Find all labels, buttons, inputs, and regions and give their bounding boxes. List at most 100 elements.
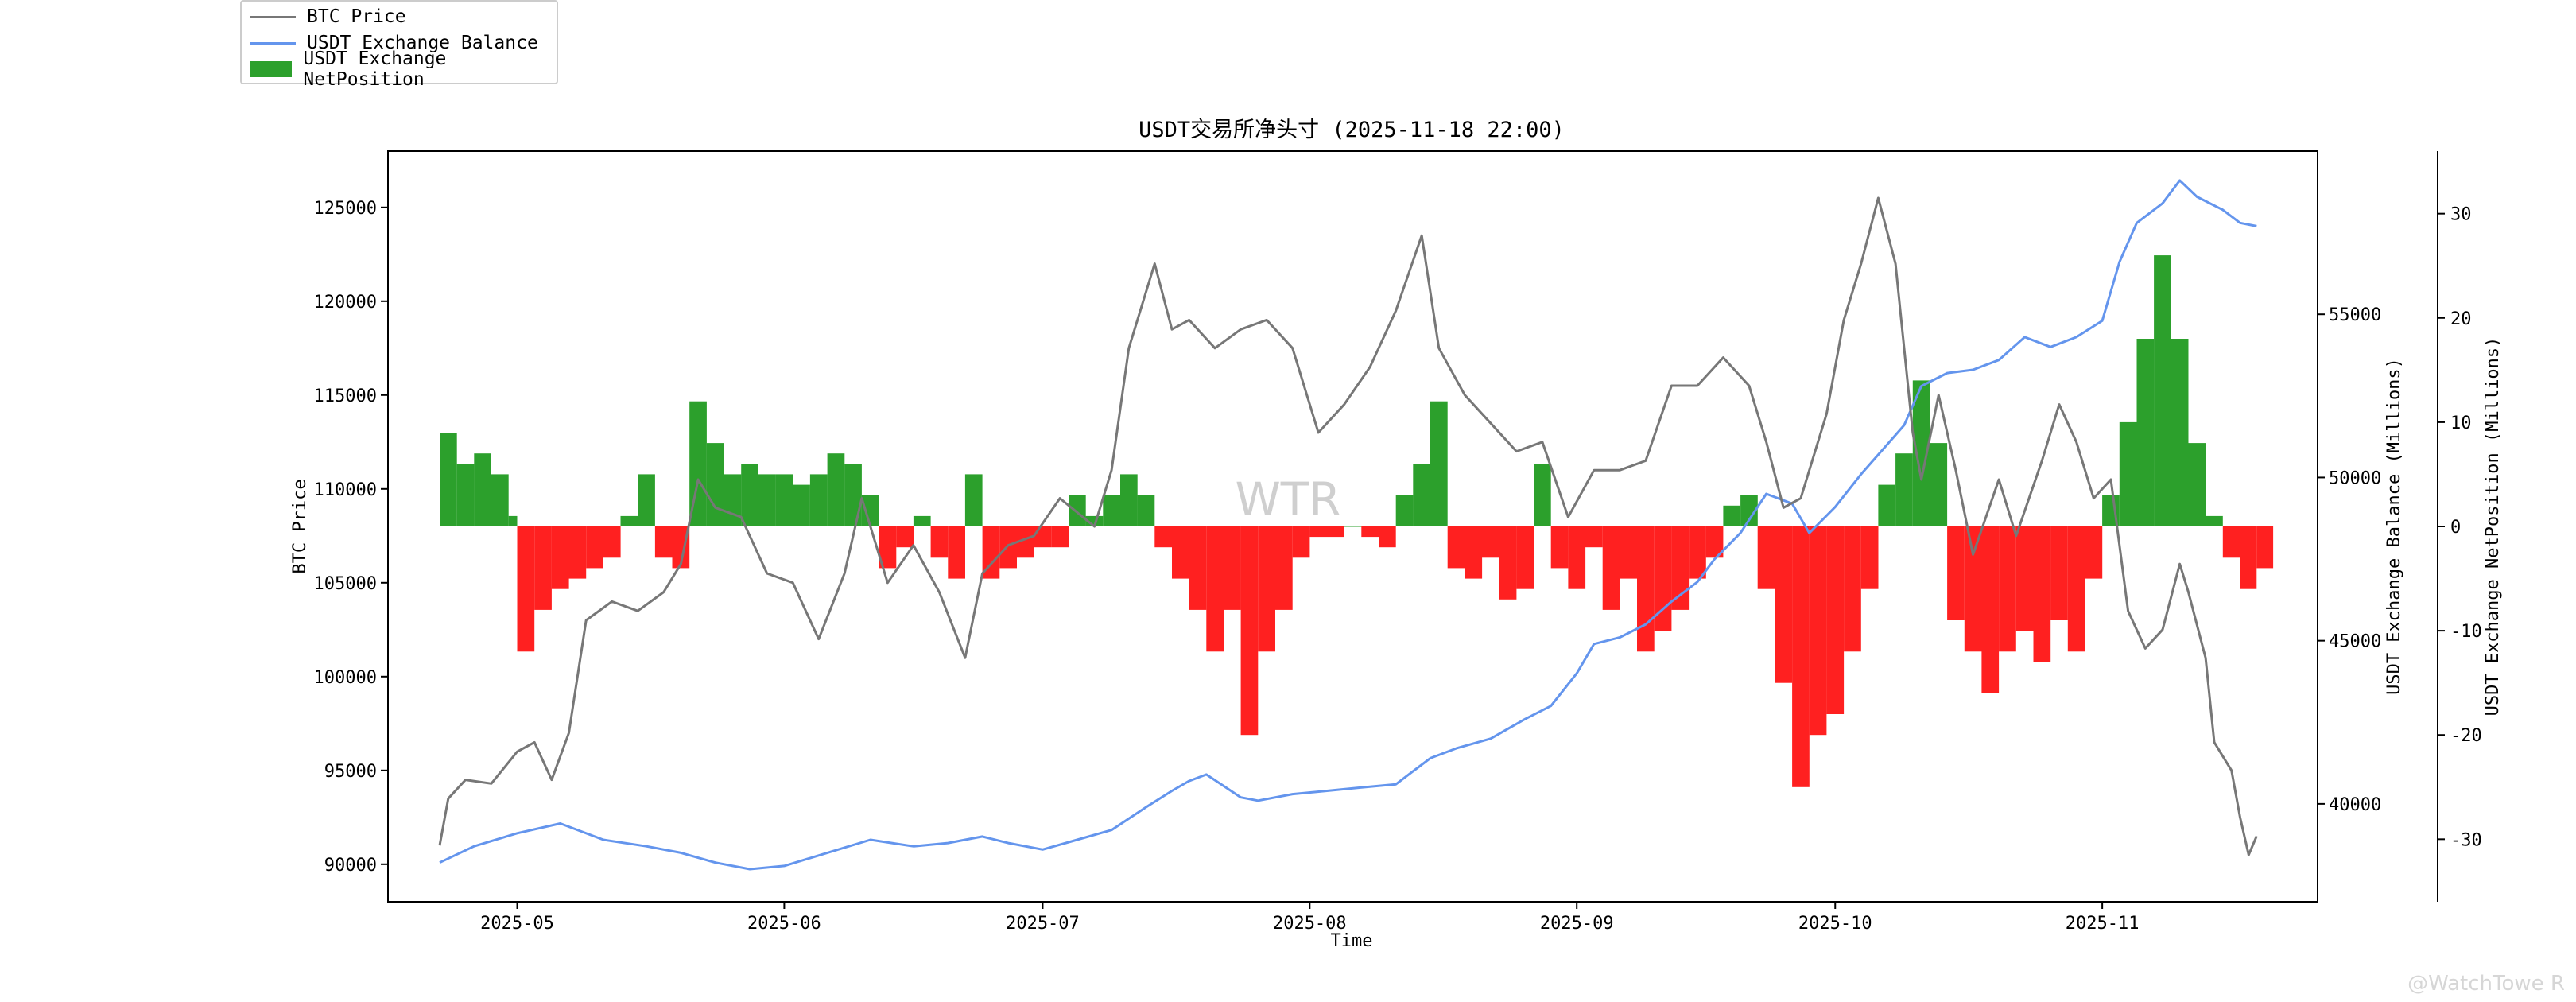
netposition-bar: [1757, 526, 1775, 589]
netposition-bar: [491, 474, 509, 526]
netposition-bar: [1154, 526, 1172, 548]
netposition-bar: [1344, 526, 1362, 527]
netposition-bar: [844, 464, 862, 526]
netposition-bar: [1240, 526, 1259, 736]
netposition-bar: [1740, 495, 1758, 526]
btc-tick-label: 115000: [314, 386, 377, 406]
netposition-bar: [1395, 495, 1414, 526]
netposition-bar: [1016, 526, 1034, 558]
netposition-bar: [1585, 526, 1603, 548]
netposition-bar: [1189, 526, 1207, 610]
netposition-bar: [1534, 464, 1551, 526]
btc-tick-label: 90000: [324, 856, 377, 876]
x-tick-label: 2025-06: [747, 914, 821, 934]
netposition-bar: [1327, 526, 1344, 538]
netposition-bar: [1826, 526, 1845, 714]
netposition-bar: [1292, 526, 1310, 558]
x-axis-label: Time: [1331, 931, 1373, 951]
netposition-bar: [1172, 526, 1189, 579]
balance-tick-label: 50000: [2329, 468, 2381, 488]
x-tick-label: 2025-07: [1006, 914, 1080, 934]
legend-item-balance: USDT Exchange Balance: [250, 31, 538, 55]
netposition-bar: [1465, 526, 1483, 579]
legend-swatch-balance: [250, 41, 296, 45]
netposition-bar: [999, 526, 1017, 569]
btc-tick-label: 125000: [314, 199, 377, 219]
netposition-bar: [758, 474, 776, 526]
watermark: WTR: [1235, 472, 1340, 526]
balance-tick-label: 55000: [2329, 305, 2381, 325]
netposition-bar: [930, 526, 949, 558]
legend-item-btc: BTC Price: [250, 5, 406, 29]
netposition-bar: [534, 526, 552, 610]
netposition-bar: [948, 526, 965, 579]
netposition-axis-ticks: -30 -20 -10 0 10 20 30: [2438, 205, 2482, 850]
balance-tick-label: 45000: [2329, 632, 2381, 652]
btc-price-axis-ticks: 90000 95000 100000 105000 110000 115000 120000…: [314, 199, 388, 876]
netposition-bar: [2033, 526, 2051, 662]
netposition-bar: [809, 474, 828, 526]
legend-swatch-btc: [250, 15, 296, 18]
netposition-bar: [1258, 526, 1275, 652]
netposition-bar: [1413, 464, 1430, 526]
netposition-bar: [586, 526, 603, 569]
netposition-bar: [456, 464, 475, 526]
netposition-bar: [1723, 505, 1741, 526]
netposition-bar: [1964, 526, 1982, 652]
btc-price-line: [438, 196, 2258, 856]
netposition-bar: [775, 474, 793, 526]
netposition-bar: [1516, 526, 1534, 589]
line-series: [438, 179, 2258, 871]
balance-tick-label: 40000: [2329, 795, 2381, 815]
netposition-bar: [2050, 526, 2068, 620]
netposition-bar: [1120, 474, 1138, 526]
netposition-bar: [2222, 526, 2240, 558]
netposition-bar: [1620, 526, 1638, 579]
netposition-bar: [1447, 526, 1465, 569]
netposition-bar: [2171, 339, 2189, 526]
netposition-bar: [1844, 526, 1861, 652]
legend-swatch-netposition: [250, 61, 293, 77]
x-tick-label: 2025-05: [480, 914, 554, 934]
netposition-bar: [672, 526, 690, 569]
netposition-bar: [1878, 484, 1896, 526]
btc-axis-label: BTC Price: [290, 479, 310, 573]
corner-watermark: @WatchTowe R: [2407, 972, 2565, 996]
netposition-tick-label: -20: [2450, 726, 2482, 746]
netposition-bar: [1103, 495, 1120, 526]
netposition-bar: [827, 453, 845, 526]
netposition-bar: [2015, 526, 2034, 631]
netposition-bar: [1689, 526, 1706, 579]
netposition-bar: [1895, 453, 1913, 526]
x-tick-label: 2025-11: [2066, 914, 2140, 934]
netposition-bar: [1809, 526, 1827, 736]
btc-tick-label: 105000: [314, 574, 377, 594]
netposition-bar: [517, 526, 535, 652]
netposition-bar: [2154, 255, 2171, 526]
netposition-bar: [706, 443, 724, 526]
netposition-bar: [2119, 421, 2137, 526]
netposition-bar: [1309, 526, 1327, 538]
netposition-bar: [551, 526, 569, 589]
netposition-bar: [440, 433, 457, 526]
balance-line: [439, 179, 2257, 871]
netposition-bar: [603, 526, 621, 558]
netposition-bar: [793, 484, 810, 526]
netposition-bar: [1860, 526, 1879, 589]
netposition-bar: [913, 515, 931, 526]
netposition-bar: [1034, 526, 1052, 548]
netposition-bar: [2085, 526, 2103, 579]
netposition-bar: [1499, 526, 1517, 600]
netposition-tick-label: -30: [2450, 830, 2482, 850]
netposition-tick-label: 20: [2450, 309, 2472, 329]
netposition-bars: [440, 255, 2274, 787]
x-tick-label: 2025-08: [1273, 914, 1347, 934]
btc-tick-label: 110000: [314, 480, 377, 500]
netposition-bar: [1069, 495, 1086, 526]
netposition-axis-label: USDT Exchange NetPosition (Millions): [2483, 337, 2503, 717]
netposition-bar: [1637, 526, 1655, 652]
chart-title: USDT交易所净头寸 (2025-11-18 22:00): [1139, 118, 1565, 142]
netposition-bar: [620, 515, 638, 526]
netposition-bar: [1379, 526, 1396, 548]
